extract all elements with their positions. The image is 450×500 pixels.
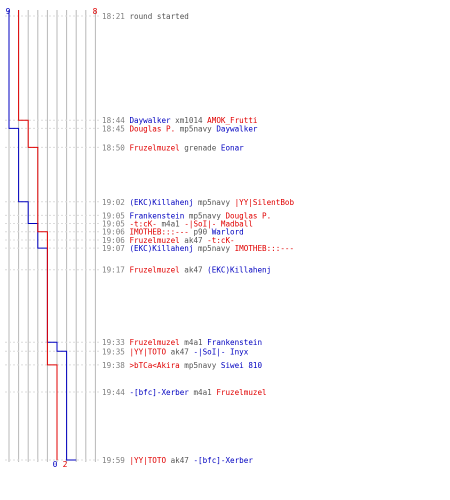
event-row: 19:59 |YY|TOTO ak47 -[bfc]-Xerber bbox=[102, 456, 253, 465]
event-weapon: m4a1 bbox=[157, 220, 184, 229]
event-player: IMOTHEB:::--- bbox=[235, 244, 294, 253]
blue-start-count: 9 bbox=[6, 7, 11, 16]
event-row: 19:06 IMOTHEB:::--- p90 Warlord bbox=[102, 228, 244, 237]
event-player: |YY|TOTO bbox=[129, 456, 166, 465]
event-weapon: mp5navy bbox=[175, 124, 216, 133]
event-weapon: p90 bbox=[189, 228, 212, 237]
event-time: 19:06 bbox=[102, 236, 129, 245]
event-time: 19:02 bbox=[102, 198, 129, 207]
red-team-alive-line bbox=[18, 10, 58, 460]
event-weapon: ak47 bbox=[180, 266, 207, 275]
event-row: 18:44 Daywalker xm1014 AMOK_Frutti bbox=[102, 116, 258, 125]
event-weapon: m4a1 bbox=[189, 388, 216, 397]
event-row: 18:50 Fruzelmuzel grenade Eonar bbox=[102, 143, 244, 152]
event-time: 19:07 bbox=[102, 244, 129, 253]
blue-end-count: 0 bbox=[53, 460, 58, 469]
event-player: Fruzelmuzel bbox=[129, 266, 179, 275]
timeline-grid bbox=[8, 10, 96, 462]
event-player: Fruzelmuzel bbox=[129, 143, 179, 152]
event-time: 19:59 bbox=[102, 456, 129, 465]
event-row: 19:38 >bTCa<Akira mp5navy Siwei 810 bbox=[102, 361, 262, 370]
event-row: 18:45 Douglas P. mp5navy Daywalker bbox=[102, 124, 258, 133]
event-log: 18:21 round started 18:44 Daywalker xm101… bbox=[102, 12, 294, 465]
event-player: |YY|SilentBob bbox=[235, 198, 295, 207]
event-weapon: ak47 bbox=[166, 347, 193, 356]
event-row: 19:33 Fruzelmuzel m4a1 Frankenstein bbox=[102, 338, 262, 347]
event-player: Fruzelmuzel bbox=[129, 236, 179, 245]
event-row: 19:44 -[bfc]-Xerber m4a1 Fruzelmuzel bbox=[102, 388, 267, 397]
event-player: IMOTHEB:::--- bbox=[129, 228, 188, 237]
event-player: -[bfc]-Xerber bbox=[193, 456, 253, 465]
event-weapon: ak47 bbox=[180, 236, 207, 245]
event-player: -[bfc]-Xerber bbox=[129, 388, 189, 397]
event-player: (EKC)Killahenj bbox=[207, 266, 271, 275]
event-weapon: round started bbox=[129, 12, 188, 21]
event-time: 19:06 bbox=[102, 228, 129, 237]
event-time: 19:38 bbox=[102, 361, 129, 370]
event-player: Warlord bbox=[212, 228, 244, 237]
event-weapon: mp5navy bbox=[180, 361, 221, 370]
event-player: AMOK_Frutti bbox=[207, 116, 258, 125]
event-row: 18:21 round started bbox=[102, 12, 189, 21]
blue-team-alive-line bbox=[8, 10, 77, 461]
event-player: >bTCa<Akira bbox=[129, 361, 179, 370]
event-weapon: m4a1 bbox=[180, 338, 207, 347]
event-row: 19:17 Fruzelmuzel ak47 (EKC)Killahenj bbox=[102, 266, 271, 275]
event-player: -t:cK- bbox=[129, 220, 156, 229]
event-row: 19:06 Fruzelmuzel ak47 -t:cK- bbox=[102, 236, 235, 245]
event-weapon: mp5navy bbox=[193, 244, 234, 253]
event-player: -|SoI|- Inyx bbox=[193, 347, 248, 356]
event-time: 18:45 bbox=[102, 124, 129, 133]
event-time: 19:44 bbox=[102, 388, 129, 397]
event-row: 19:02 (EKC)Killahenj mp5navy |YY|SilentB… bbox=[102, 198, 294, 207]
event-player: Fruzelmuzel bbox=[216, 388, 266, 397]
event-row: 19:07 (EKC)Killahenj mp5navy IMOTHEB:::-… bbox=[102, 244, 294, 253]
red-start-count: 8 bbox=[93, 7, 98, 16]
event-player: Douglas P. bbox=[225, 211, 271, 220]
event-row: 19:05 -t:cK- m4a1 -|SoI|- Madball bbox=[102, 220, 253, 229]
event-player: (EKC)Killahenj bbox=[129, 244, 193, 253]
event-player: Fruzelmuzel bbox=[129, 338, 179, 347]
event-player: Daywalker bbox=[216, 124, 258, 133]
event-player: Frankenstein bbox=[207, 338, 262, 347]
event-player: Frankenstein bbox=[129, 211, 184, 220]
event-player: |YY|TOTO bbox=[129, 347, 166, 356]
event-row: 19:35 |YY|TOTO ak47 -|SoI|- Inyx bbox=[102, 347, 249, 356]
event-player: Daywalker bbox=[129, 116, 171, 125]
event-row: 19:05 Frankenstein mp5navy Douglas P. bbox=[102, 211, 271, 220]
event-weapon: xm1014 bbox=[171, 116, 208, 125]
event-time: 19:33 bbox=[102, 338, 129, 347]
red-end-count: 2 bbox=[63, 460, 68, 469]
event-player: Douglas P. bbox=[129, 124, 175, 133]
event-weapon: mp5navy bbox=[184, 211, 225, 220]
event-time: 19:17 bbox=[102, 266, 129, 275]
event-time: 18:44 bbox=[102, 116, 129, 125]
event-time: 19:35 bbox=[102, 347, 129, 356]
event-weapon: ak47 bbox=[166, 456, 193, 465]
event-weapon: mp5navy bbox=[193, 198, 234, 207]
event-player: Eonar bbox=[221, 143, 244, 152]
event-weapon: grenade bbox=[180, 143, 221, 152]
event-player: Siwei 810 bbox=[221, 361, 263, 370]
event-time: 18:50 bbox=[102, 143, 129, 152]
event-player: (EKC)Killahenj bbox=[129, 198, 193, 207]
event-player: -t:cK- bbox=[207, 236, 234, 245]
event-time: 18:21 bbox=[102, 12, 129, 21]
event-time: 19:05 bbox=[102, 211, 129, 220]
event-time: 19:05 bbox=[102, 220, 129, 229]
event-player: -|SoI|- Madball bbox=[184, 220, 253, 229]
